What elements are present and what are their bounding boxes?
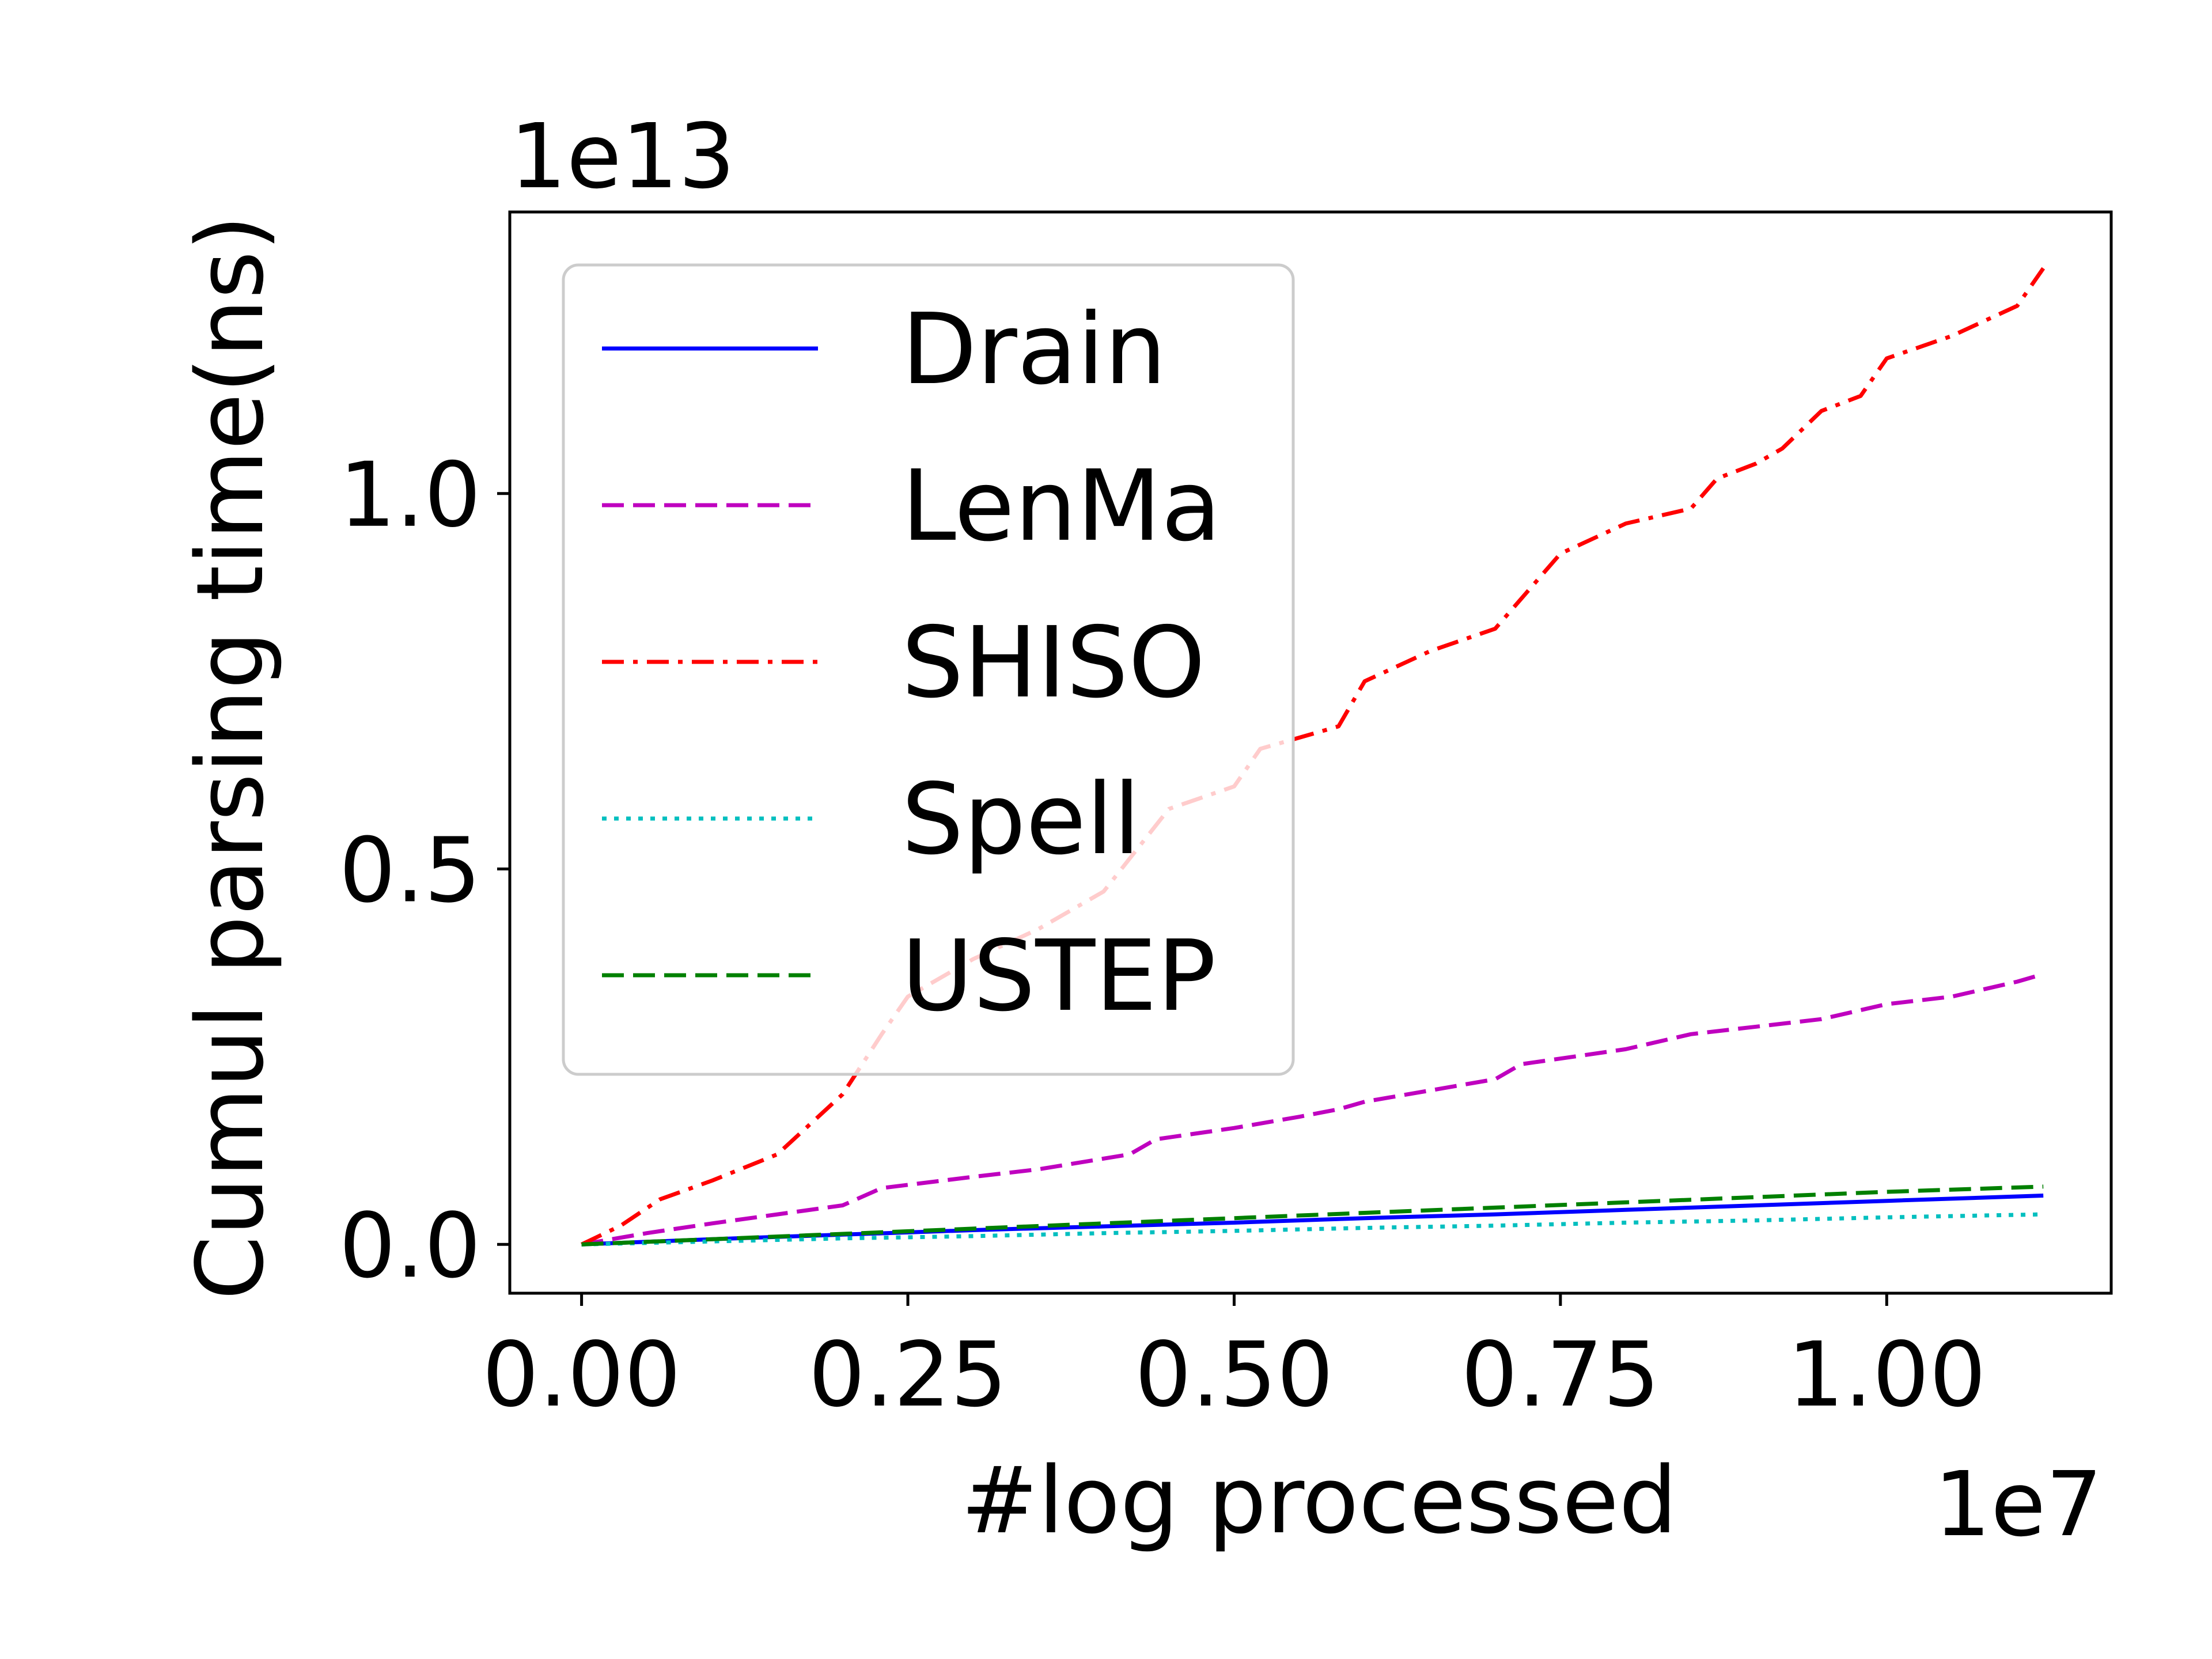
x-axis-label: #log processed [961,1446,1677,1554]
y-axis-label: Cumul parsing time(ns) [176,215,284,1300]
series-line-lenma [581,972,2044,1247]
y-axis-offset-label: 1e13 [510,104,735,209]
plot-frame [508,210,2113,1295]
legend-label-spell: Spell [902,763,1141,877]
legend: Drain LenMa SHISO Spell USTEP [562,263,1295,1076]
y-tick-label: 0.0 [339,1194,481,1298]
series-layer [581,267,2046,1247]
x-tick-label: 0.75 [1461,1323,1660,1427]
x-tick-label: 0.25 [808,1323,1007,1427]
legend-label-ustep: USTEP [902,919,1216,1033]
series-line-shiso [581,267,2046,1247]
series-line-ustep [581,1184,2044,1247]
legend-label-shiso: SHISO [902,606,1206,720]
y-tick-label: 0.5 [339,819,481,923]
legend-box [562,263,1295,1076]
x-tick-label: 0.50 [1135,1323,1334,1427]
legend-label-drain: Drain [902,293,1166,407]
x-tick-label: 1.00 [1787,1323,1986,1427]
ticks-layer: 0.00 0.25 0.50 0.75 1.00 0.0 0.5 1.0 [339,443,1986,1427]
x-axis-offset-label: 1e7 [1934,1452,2103,1556]
x-tick-label: 0.00 [482,1323,681,1427]
y-tick-label: 1.0 [339,443,481,547]
series-line-spell [581,1212,2044,1247]
legend-label-lenma: LenMa [902,449,1221,563]
